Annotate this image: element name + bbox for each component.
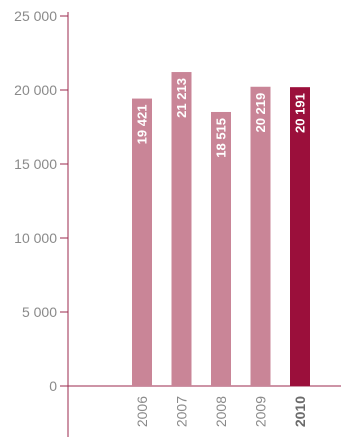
bar-2008 <box>211 111 231 386</box>
value-label-2010: 20 191 <box>293 93 308 133</box>
y-tick-label: 5 000 <box>22 304 57 320</box>
y-tick-label: 15 000 <box>14 156 57 172</box>
bars-layer <box>132 72 310 387</box>
x-tick-label-2007: 2007 <box>174 396 190 427</box>
value-label-2007: 21 213 <box>174 78 189 118</box>
x-tick-label-2010: 2010 <box>292 396 308 427</box>
labels-layer: 0 5 000 10 000 15 000 20 000 25 000 19 421 2006… <box>14 8 308 427</box>
value-label-2009: 20 219 <box>253 93 268 133</box>
bar-2007 <box>171 72 192 386</box>
x-tick-label-2006: 2006 <box>134 396 150 427</box>
value-label-2006: 19 421 <box>135 105 150 145</box>
bar-2010 <box>290 87 310 386</box>
bar-2006 <box>132 98 152 386</box>
bar-2009 <box>250 86 271 387</box>
y-tick-label: 10 000 <box>14 230 57 246</box>
y-tick-label: 25 000 <box>14 8 57 24</box>
x-tick-label-2009: 2009 <box>253 396 269 427</box>
y-tick-label: 0 <box>49 378 57 394</box>
x-tick-label-2008: 2008 <box>213 396 229 427</box>
y-tick-label: 20 000 <box>14 82 57 98</box>
value-label-2008: 18 515 <box>214 118 229 158</box>
